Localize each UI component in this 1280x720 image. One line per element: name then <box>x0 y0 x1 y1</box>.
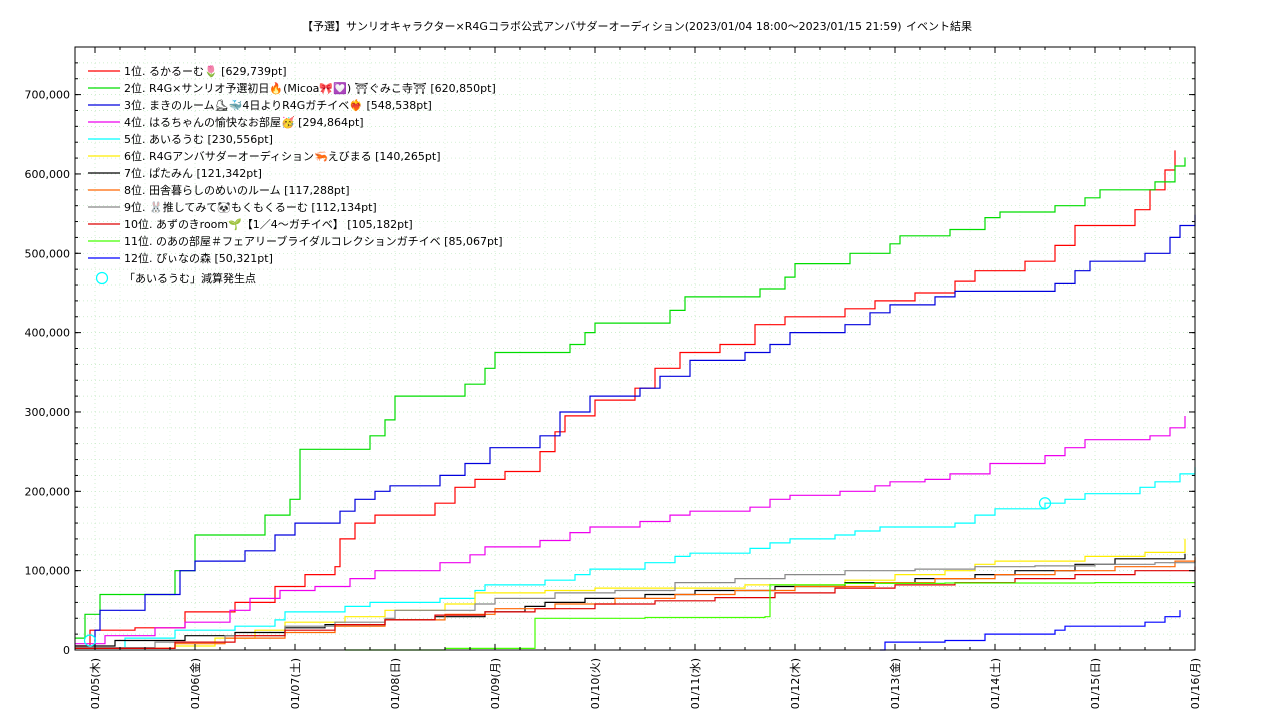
series-line-12 <box>880 610 1181 651</box>
x-tick-label: 01/13(金) <box>888 658 902 709</box>
y-tick-label: 600,000 <box>25 168 71 181</box>
series-line-10 <box>75 566 1196 649</box>
legend-marker-swatch <box>95 271 109 285</box>
series-line-11 <box>345 582 1196 651</box>
x-tick-label: 01/06(金) <box>188 658 202 709</box>
x-tick-label: 01/05(木) <box>89 658 102 709</box>
legend: 1位. るかるーむ🌷 [629,739pt] 2位. R4G×サンリオ予選初日🔥(… <box>88 64 503 285</box>
decrement-marker <box>83 634 97 647</box>
legend-entry: 3位. まきのルーム⛸🐳4日よりR4Gガチイベ❤️‍🔥 [548,538pt] <box>124 98 432 112</box>
x-tick-label: 01/11(水) <box>689 658 702 709</box>
legend-entry: 2位. R4G×サンリオ予選初日🔥(Micoa🎀💟) ⛩ぐみこ寺⛩ [620,8… <box>124 81 496 95</box>
series-line-9 <box>75 561 1196 649</box>
grid <box>75 46 1196 650</box>
series-line-8 <box>75 556 1196 649</box>
series-line-6 <box>75 538 1186 649</box>
series-line-1 <box>75 150 1176 647</box>
y-tick-label: 200,000 <box>25 485 71 498</box>
chart-title: 【予選】サンリオキャラクター×R4Gコラボ公式アンバサダーオーディション(202… <box>302 19 902 33</box>
series-line-2 <box>75 157 1186 639</box>
legend-entry: 11位. のあの部屋＃フェアリーブライダルコレクションガチイベ [85,067p… <box>124 234 503 248</box>
y-tick-label: 400,000 <box>25 327 71 340</box>
y-tick-label: 500,000 <box>25 247 71 260</box>
x-tick-label: 01/10(火) <box>589 658 602 709</box>
x-tick-label: 01/16(月) <box>1189 658 1202 709</box>
legend-entry: 7位. ぱたみん [121,342pt] <box>124 166 262 180</box>
legend-entry: 1位. るかるーむ🌷 [629,739pt] <box>124 64 287 78</box>
y-tick-label: 0 <box>63 644 70 657</box>
x-tick-label: 01/07(土) <box>289 658 302 709</box>
series-layer <box>75 150 1196 651</box>
legend-entry: 6位. R4Gアンバサダーオーディション🦐えびまる [140,265pt] <box>124 149 441 163</box>
axes: 01/05(木) 01/06(金) 01/07(土) 01/08(日) 01/09(月)… <box>25 46 1202 709</box>
y-tick-label: 100,000 <box>25 565 71 578</box>
series-line-4 <box>75 416 1186 645</box>
x-tick-label: 01/12(木) <box>789 658 802 709</box>
series-line-3 <box>75 214 1196 649</box>
legend-entry: 9位. 🐰推してみて🐼もくもくるーむ [112,134pt] <box>124 200 377 214</box>
x-tick-label: 01/09(月) <box>489 658 502 709</box>
decrement-marker <box>1038 497 1052 510</box>
y-tick-label: 700,000 <box>25 89 71 102</box>
legend-entry: 8位. 田舎暮らしのめいのルーム [117,288pt] <box>124 183 350 197</box>
legend-entry: 4位. はるちゃんの愉快なお部屋🥳 [294,864pt] <box>124 115 364 129</box>
legend-entry: 12位. ぴぃなの森 [50,321pt] <box>124 251 273 265</box>
legend-entry: 10位. あずのきroom🌱【1／4〜ガチイベ】 [105,182pt] <box>124 217 413 231</box>
legend-entry: 5位. あいるうむ [230,556pt] <box>124 132 273 146</box>
y-tick-label: 300,000 <box>25 406 71 419</box>
chart-subtitle: イベント結果 <box>906 19 972 33</box>
x-tick-label: 01/14(土) <box>989 658 1002 709</box>
legend-entry-marker: 「あいるうむ」減算発生点 <box>124 271 256 285</box>
series-line-5 <box>75 467 1196 649</box>
x-tick-label: 01/08(日) <box>389 658 402 709</box>
x-tick-label: 01/15(日) <box>1089 658 1102 709</box>
marker-layer <box>83 497 1052 647</box>
